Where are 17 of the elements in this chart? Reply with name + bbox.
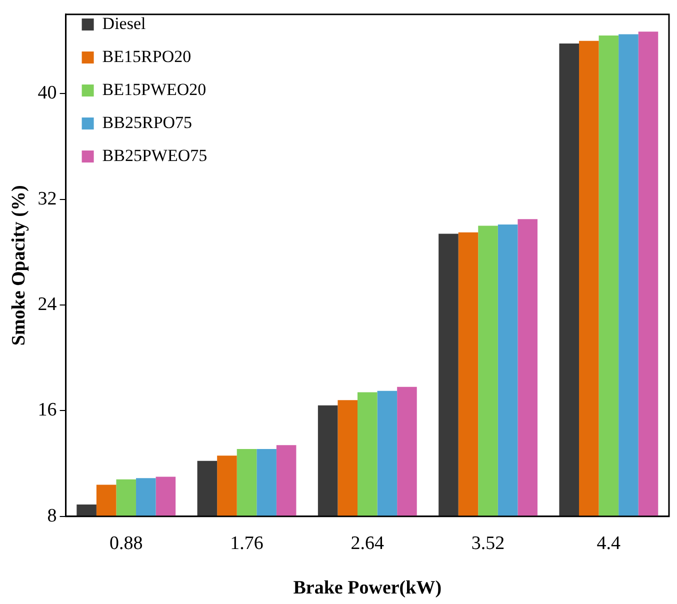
legend-label: BE15PWEO20 (102, 80, 206, 99)
legend-label: BE15RPO20 (102, 46, 192, 66)
legend-label: BB25PWEO75 (102, 146, 208, 165)
y-tick-label: 16 (38, 400, 57, 421)
y-tick-label: 8 (47, 505, 57, 526)
y-tick-label: 40 (38, 82, 57, 104)
x-tick-label: 4.4 (596, 532, 622, 554)
x-tick-label: 0.88 (109, 532, 143, 554)
x-axis-title: Brake Power(kW) (293, 578, 442, 599)
x-tick-label: 3.52 (471, 532, 505, 554)
y-tick-label: 24 (38, 294, 58, 316)
x-tick-label: 1.76 (230, 532, 264, 554)
y-tick-label: 32 (38, 188, 57, 210)
x-tick-label: 2.64 (350, 532, 385, 554)
legend-label: BB25RPO75 (102, 112, 192, 132)
legend-label: Diesel (102, 14, 146, 33)
y-axis-title: Smoke Opacity (%) (8, 185, 30, 346)
